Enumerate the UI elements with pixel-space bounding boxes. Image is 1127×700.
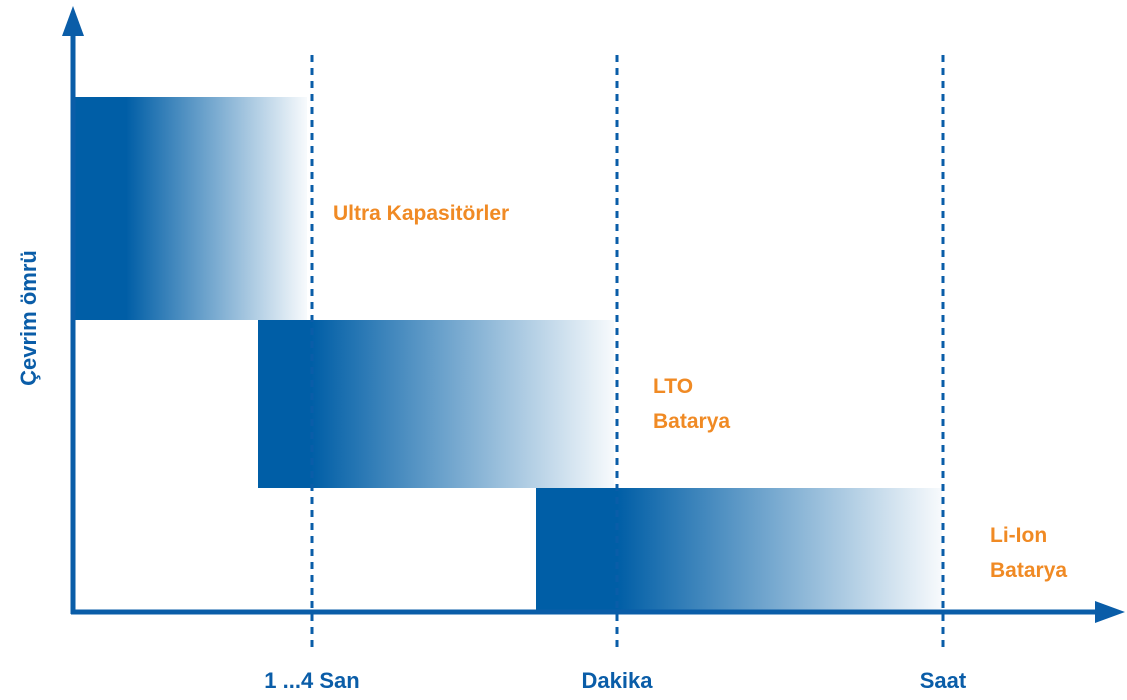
block-label: Ultra Kapasitörler (333, 202, 509, 225)
block (258, 320, 614, 488)
block-label: Li-Ion (990, 524, 1047, 547)
x-label: Dakika (582, 668, 654, 693)
arrow (62, 6, 84, 36)
block-label: LTO (653, 375, 693, 398)
block-label: Batarya (990, 559, 1067, 582)
y-axis-label: Çevrim ömrü (16, 250, 41, 386)
x-label: Saat (920, 668, 967, 693)
block-label: Batarya (653, 410, 730, 433)
arrow (1095, 601, 1125, 623)
x-label: 1 ...4 San (264, 668, 359, 693)
block (536, 488, 942, 611)
block (75, 97, 307, 320)
